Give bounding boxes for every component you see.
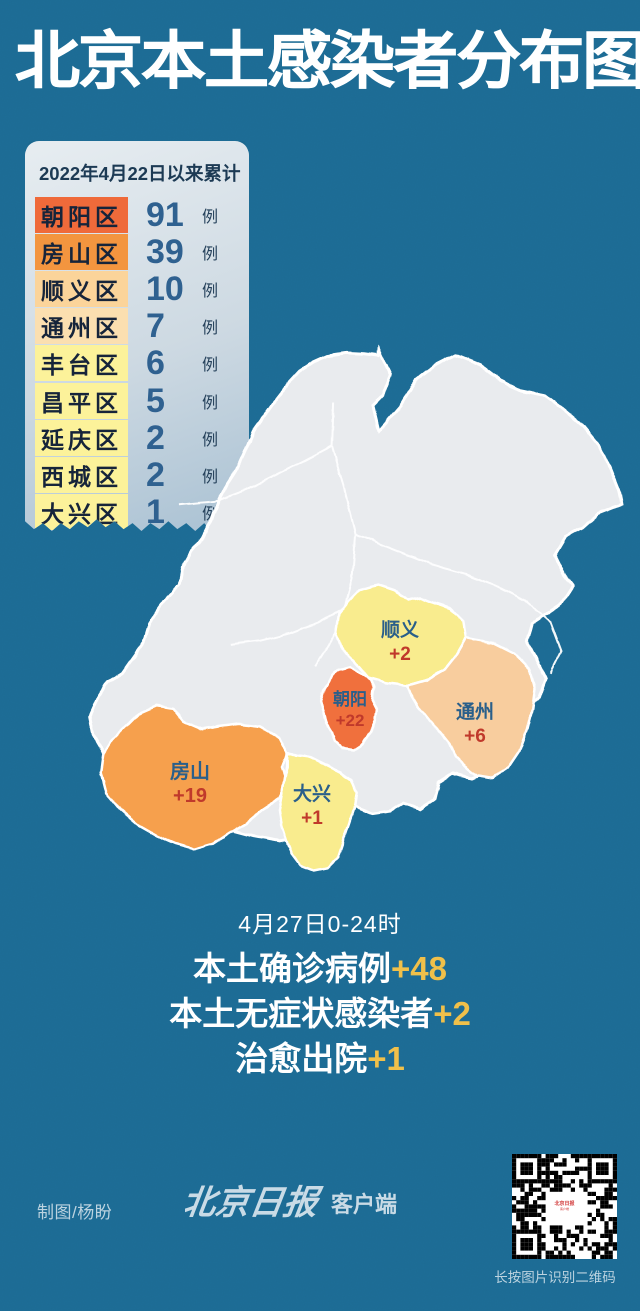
svg-text:+22: +22 <box>336 711 365 730</box>
svg-text:通州: 通州 <box>456 701 494 723</box>
svg-text:客户端: 客户端 <box>560 1206 569 1211</box>
svg-text:+2: +2 <box>389 644 411 665</box>
svg-text:+19: +19 <box>173 785 207 807</box>
svg-text:房山: 房山 <box>170 759 210 783</box>
svg-text:顺义: 顺义 <box>381 619 419 641</box>
svg-text:+1: +1 <box>301 808 323 829</box>
svg-text:北京日报: 北京日报 <box>185 1184 325 1222</box>
svg-text:+6: +6 <box>464 726 486 747</box>
svg-text:客户端: 客户端 <box>331 1192 397 1217</box>
svg-text:朝阳: 朝阳 <box>333 689 367 709</box>
svg-text:北京日报: 北京日报 <box>554 1200 574 1207</box>
svg-text:大兴: 大兴 <box>293 782 331 805</box>
